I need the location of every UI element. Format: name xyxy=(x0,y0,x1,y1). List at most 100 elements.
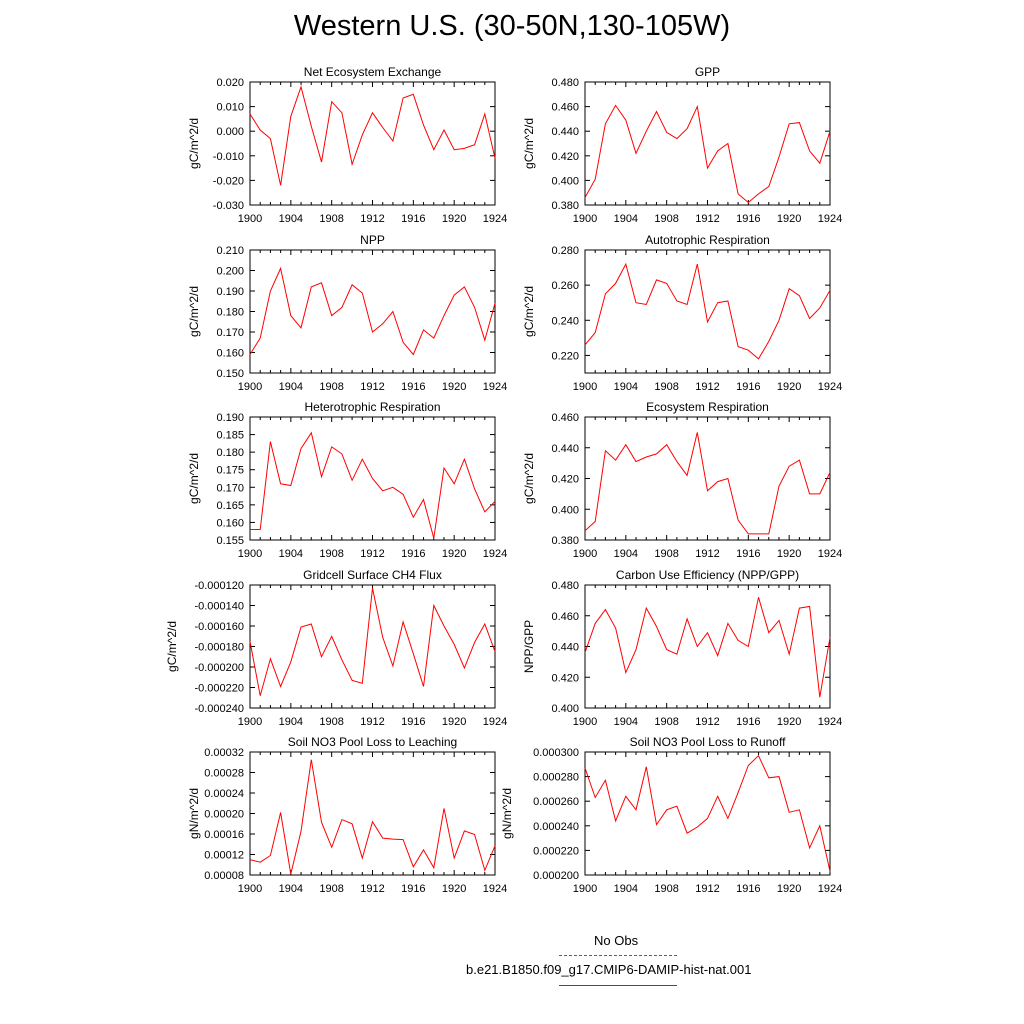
x-tick-label: 1920 xyxy=(777,381,801,393)
y-tick-label: 0.460 xyxy=(551,102,579,114)
y-tick-label: 0.010 xyxy=(216,102,244,114)
page-title: Western U.S. (30-50N,130-105W) xyxy=(293,10,731,42)
y-tick-label: 0.000220 xyxy=(533,845,579,857)
x-tick-label: 1912 xyxy=(695,883,719,895)
series-line xyxy=(249,759,496,875)
y-tick-label: 0.190 xyxy=(216,412,244,424)
x-tick-label: 1920 xyxy=(442,381,466,393)
y-tick-label: 0.00028 xyxy=(204,768,244,780)
chart-title: Soil NO3 Pool Loss to Leaching xyxy=(288,735,457,749)
x-tick-label: 1904 xyxy=(614,883,638,895)
plot-frame xyxy=(584,81,831,206)
y-tick-label: 0.185 xyxy=(216,430,244,442)
y-tick-label: 0.400 xyxy=(551,504,579,516)
y-tick-label: 0.180 xyxy=(216,307,244,319)
x-tick-label: 1900 xyxy=(238,883,262,895)
legend-model-line xyxy=(559,985,677,986)
x-tick-label: 1900 xyxy=(238,381,262,393)
y-tick-label: -0.000140 xyxy=(194,601,244,613)
x-tick-label: 1916 xyxy=(401,381,425,393)
plot-frame xyxy=(584,249,831,374)
x-tick-label: 1924 xyxy=(483,381,507,393)
x-tick-label: 1924 xyxy=(483,548,507,560)
series-line xyxy=(250,431,496,539)
y-tick-label: 0.000260 xyxy=(533,796,579,808)
x-tick-label: 1920 xyxy=(777,548,801,560)
x-tick-label: 1900 xyxy=(573,548,597,560)
y-tick-label: -0.000240 xyxy=(194,703,244,715)
x-tick-label: 1924 xyxy=(483,883,507,895)
y-tick-label: 0.000200 xyxy=(533,870,579,882)
y-tick-label: 0.280 xyxy=(551,245,579,257)
x-tick-label: 1920 xyxy=(442,883,466,895)
x-tick-label: 1908 xyxy=(319,381,343,393)
y-tick-label: 0.400 xyxy=(551,175,579,187)
chart-title: Heterotrophic Respiration xyxy=(304,400,440,414)
x-tick-label: 1912 xyxy=(695,213,719,225)
chart-title: GPP xyxy=(695,65,720,79)
y-tick-label: 0.000300 xyxy=(533,747,579,759)
y-tick-label: 0.00008 xyxy=(204,870,244,882)
y-tick-label: 0.260 xyxy=(551,280,579,292)
x-tick-label: 1900 xyxy=(573,883,597,895)
x-tick-label: 1904 xyxy=(279,883,303,895)
x-tick-label: 1916 xyxy=(736,883,760,895)
x-tick-label: 1924 xyxy=(483,716,507,728)
y-tick-label: 0.460 xyxy=(551,412,579,424)
x-tick-label: 1920 xyxy=(777,213,801,225)
x-tick-label: 1912 xyxy=(695,548,719,560)
x-tick-label: 1904 xyxy=(614,213,638,225)
y-tick-label: 0.000240 xyxy=(533,821,579,833)
series-line xyxy=(584,754,831,872)
x-tick-label: 1924 xyxy=(818,548,842,560)
x-tick-label: 1908 xyxy=(319,213,343,225)
x-tick-label: 1916 xyxy=(401,548,425,560)
x-tick-label: 1916 xyxy=(736,213,760,225)
plot-frame xyxy=(249,751,496,876)
chart-title: Gridcell Surface CH4 Flux xyxy=(303,568,442,582)
y-tick-label: -0.030 xyxy=(213,200,244,212)
x-tick-label: 1924 xyxy=(818,883,842,895)
chart-panel: Ecosystem Respiration gC/m^2/d 1900 1904 190… xyxy=(522,400,842,560)
y-tick-label: -0.000220 xyxy=(194,683,244,695)
chart-panel: Net Ecosystem Exchange gC/m^2/d 1900 1904 19… xyxy=(187,65,507,225)
x-tick-label: 1916 xyxy=(736,548,760,560)
x-tick-label: 1924 xyxy=(818,381,842,393)
chart-panel: NPP gC/m^2/d 1900 1904 1908 1912 1916 1920 1924 0… xyxy=(187,233,507,393)
x-tick-label: 1924 xyxy=(483,213,507,225)
y-tick-label: 0.400 xyxy=(551,703,579,715)
x-tick-label: 1912 xyxy=(360,213,384,225)
y-axis-label: gC/m^2/d xyxy=(187,286,201,337)
x-tick-label: 1900 xyxy=(573,716,597,728)
chart-panel: Soil NO3 Pool Loss to Leaching gN/m^2/d 19… xyxy=(187,735,507,895)
x-tick-label: 1912 xyxy=(360,716,384,728)
x-tick-label: 1912 xyxy=(695,716,719,728)
y-axis-label: gN/m^2/d xyxy=(500,788,514,839)
y-tick-label: 0.440 xyxy=(551,443,579,455)
x-tick-label: 1908 xyxy=(319,716,343,728)
x-tick-label: 1904 xyxy=(279,213,303,225)
x-tick-label: 1908 xyxy=(319,548,343,560)
y-axis-label: gC/m^2/d xyxy=(522,286,536,337)
y-tick-label: 0.210 xyxy=(216,245,244,257)
y-tick-label: 0.190 xyxy=(216,286,244,298)
x-tick-label: 1904 xyxy=(279,548,303,560)
y-tick-label: -0.000160 xyxy=(194,621,244,633)
series-line xyxy=(249,587,496,696)
y-tick-label: 0.000 xyxy=(216,126,244,138)
y-tick-label: 0.00032 xyxy=(204,747,244,759)
y-tick-label: -0.020 xyxy=(213,175,244,187)
y-axis-label: gC/m^2/d xyxy=(165,621,179,672)
y-axis-label: gC/m^2/d xyxy=(187,453,201,504)
y-tick-label: -0.000120 xyxy=(194,580,244,592)
x-tick-label: 1908 xyxy=(654,883,678,895)
x-tick-label: 1912 xyxy=(695,381,719,393)
x-tick-label: 1924 xyxy=(818,213,842,225)
series-line xyxy=(249,266,496,356)
series-line xyxy=(584,104,831,204)
y-axis-label: gC/m^2/d xyxy=(522,118,536,169)
legend-obs-label: No Obs xyxy=(594,933,639,948)
x-tick-label: 1900 xyxy=(573,213,597,225)
y-tick-label: 0.00020 xyxy=(204,809,244,821)
